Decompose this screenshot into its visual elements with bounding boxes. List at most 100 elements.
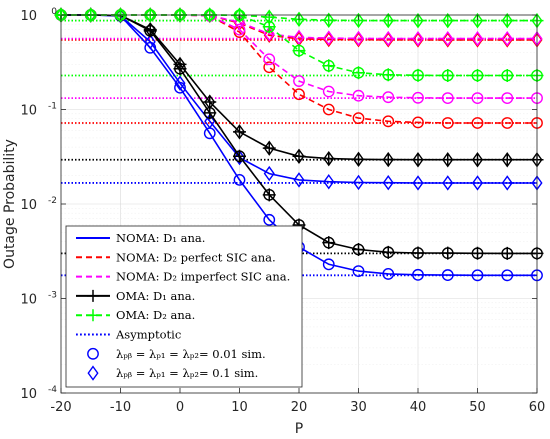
data-point-diamond: [87, 365, 99, 381]
data-point-circle: [293, 88, 305, 101]
data-point-diamond: [442, 30, 454, 47]
data-point-diamond: [323, 174, 335, 190]
data-point-diamond: [501, 175, 513, 191]
data-point-diamond: [471, 30, 484, 47]
series-line: [61, 14, 537, 99]
data-point-circle: [382, 115, 395, 128]
legend-label: NOMA: D₁ ana.: [116, 231, 205, 245]
data-point-plus: [262, 188, 276, 202]
data-point-plus: [471, 153, 484, 167]
data-point-diamond: [174, 75, 186, 91]
data-point-circle: [471, 117, 484, 129]
data-point-plus: [441, 14, 455, 28]
data-point-diamond: [471, 32, 484, 48]
axis-ticks: -20 -10 0 10 20 30 40 50 60 10 -4 10 -3 10 -2 10 -1 10 0: [20, 7, 545, 415]
data-point-diamond: [412, 32, 424, 48]
data-point-circle: [352, 89, 365, 102]
data-point-plus: [381, 153, 395, 167]
data-point-circle: [501, 92, 514, 105]
legend: NOMA: D₁ ana. NOMA: D₂ perfect SIC ana. NO…: [65, 225, 303, 388]
data-point-circle: [382, 91, 395, 104]
x-axis-label: P: [295, 421, 303, 437]
series-line: [61, 14, 537, 184]
data-point-diamond: [382, 30, 394, 47]
data-point-circle: [471, 92, 484, 105]
data-point-plus: [173, 57, 187, 71]
data-point-plus: [411, 246, 425, 260]
legend-label: NOMA: D₂ perfect SIC ana.: [116, 250, 276, 264]
y-tick-label: 10: [20, 104, 37, 119]
data-point-diamond: [293, 172, 305, 188]
data-point-plus: [322, 59, 336, 73]
data-point-plus: [322, 13, 336, 27]
x-tick-label: 0: [176, 400, 184, 415]
data-point-plus: [352, 243, 365, 256]
data-point-plus: [87, 289, 99, 302]
data-point-diamond: [442, 175, 454, 191]
data-point-plus: [381, 245, 395, 259]
x-tick-label: -20: [50, 400, 71, 415]
data-point-diamond: [352, 174, 365, 191]
data-point-plus: [322, 152, 336, 166]
series-line: [61, 14, 537, 124]
data-point-circle: [441, 92, 454, 105]
data-point-plus: [262, 141, 276, 155]
legend-label: NOMA: D₂ imperfect SIC ana.: [116, 270, 290, 284]
x-tick-label: 40: [410, 400, 427, 415]
data-point-circle: [263, 213, 276, 226]
data-point-plus: [471, 246, 484, 260]
data-point-plus: [352, 152, 365, 166]
y-tick-label-exponent: -2: [48, 196, 57, 206]
data-point-diamond: [352, 31, 365, 48]
data-point-plus: [233, 125, 246, 139]
data-point-plus: [411, 68, 425, 82]
data-point-diamond: [144, 34, 156, 50]
data-point-circle: [233, 173, 246, 186]
data-point-plus: [500, 14, 514, 28]
data-point-circle: [412, 91, 424, 104]
data-point-diamond: [382, 32, 394, 48]
data-point-diamond: [382, 175, 394, 191]
data-point-plus: [500, 246, 514, 260]
data-series: [54, 7, 544, 282]
data-point-plus: [203, 95, 217, 109]
y-axis-label: Outage Probability: [2, 139, 18, 269]
legend-label: OMA: D₂ ana.: [116, 308, 195, 322]
series-line: [61, 14, 537, 41]
data-point-circle: [352, 112, 365, 125]
y-tick-label: 10: [20, 9, 37, 24]
legend-entry: NOMA: D₁ ana.: [76, 231, 205, 245]
legend-label: λₚᵦ = λₚ₁ = λₚ₂= 0.1 sim.: [116, 366, 258, 380]
data-point-circle: [87, 347, 99, 360]
x-tick-label: 50: [469, 400, 486, 415]
data-point-diamond: [442, 32, 454, 48]
data-point-diamond: [412, 30, 424, 47]
series-line: [61, 14, 537, 40]
data-point-diamond: [323, 30, 335, 46]
data-point-diamond: [204, 113, 216, 130]
data-point-plus: [87, 309, 99, 322]
x-tick-label: 20: [291, 400, 308, 415]
data-point-diamond: [233, 149, 246, 166]
legend-label: Asymptotic: [115, 328, 181, 342]
data-point-circle: [322, 103, 335, 116]
data-point-diamond: [501, 32, 513, 48]
data-point-circle: [293, 75, 305, 87]
data-point-circle: [441, 117, 454, 129]
data-point-plus: [500, 68, 514, 82]
legend-label: OMA: D₁ ana.: [116, 289, 195, 303]
y-tick-label: 10: [20, 387, 37, 402]
series-line: [61, 14, 537, 77]
data-point-circle: [412, 268, 424, 281]
data-point-plus: [381, 68, 395, 82]
legend-label: λₚᵦ = λₚ₁ = λₚ₂= 0.01 sim.: [116, 347, 266, 361]
y-tick-label-exponent: -1: [48, 102, 57, 112]
data-point-circle: [322, 85, 335, 98]
data-point-circle: [441, 269, 454, 281]
data-point-circle: [233, 23, 246, 36]
data-point-plus: [411, 153, 425, 167]
legend-entry: NOMA: D₂ perfect SIC ana.: [76, 250, 276, 264]
x-tick-label: -10: [110, 400, 131, 415]
data-point-plus: [381, 14, 395, 28]
